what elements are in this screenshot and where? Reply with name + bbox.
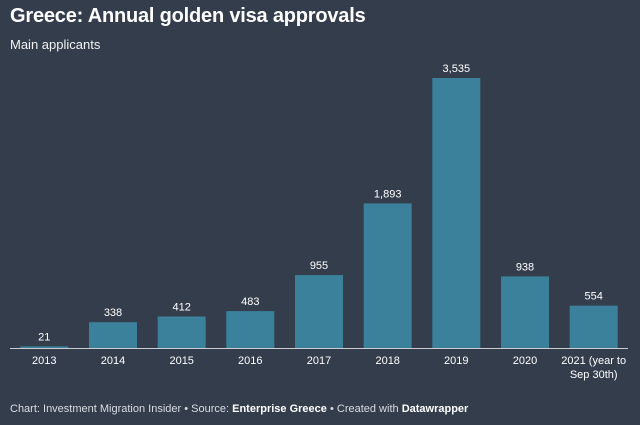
bar-2019 [432,78,481,348]
chart-subtitle: Main applicants [10,37,101,52]
footer-mid: • Created with [326,403,402,415]
value-label: 412 [173,302,191,314]
footer-source: Enterprise Greece [232,403,327,415]
x-tick-label: 2019 [444,355,468,367]
value-label: 955 [310,260,328,272]
chart-title: Greece: Annual golden visa approvals [10,5,366,27]
x-tick-label: 2020 [513,355,537,367]
x-tick-label: 2013 [32,355,56,367]
value-label: 3,535 [443,63,471,75]
x-tick-label: 2014 [101,355,125,367]
bar-2018 [363,203,412,348]
x-tick-label: 2016 [238,355,262,367]
bar-2021 [569,305,618,348]
footer-tool: Datawrapper [401,403,469,415]
value-label: 1,893 [374,188,402,200]
value-label: 483 [241,296,259,308]
bar-2013 [20,346,69,348]
bar-2015 [157,316,206,348]
value-label: 938 [516,261,534,273]
value-label: 338 [104,307,122,319]
value-label: 554 [585,291,603,303]
x-tick-label: 2018 [375,355,399,367]
chart-footer: Chart: Investment Migration Insider • So… [10,403,468,415]
bar-2016 [226,311,275,348]
bar-2014 [89,322,137,348]
x-tick-label: 2015 [169,355,193,367]
x-tick-label: 2021 (year to Sep 30th) [561,355,626,381]
value-label: 21 [38,331,50,343]
bar-2020 [501,276,549,348]
bar-2017 [295,275,343,348]
x-tick-label: 2017 [307,355,331,367]
footer-prefix: Chart: Investment Migration Insider • So… [10,403,233,415]
